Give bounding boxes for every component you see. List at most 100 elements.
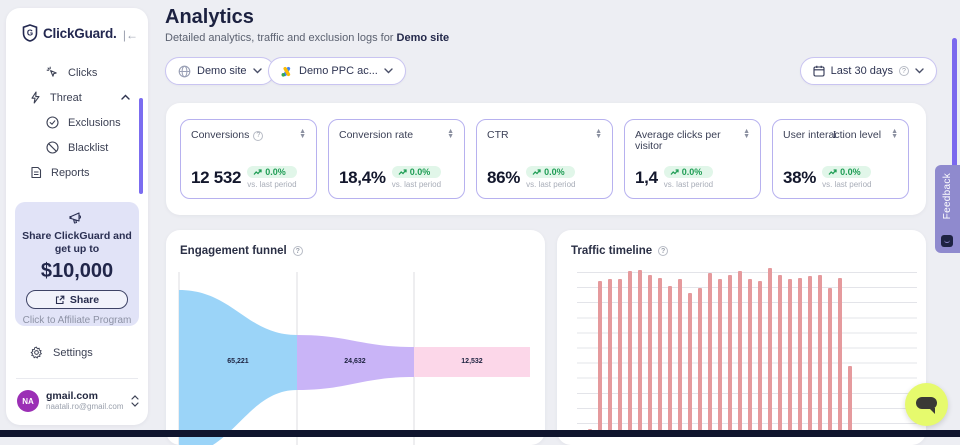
kpi-card-conversions[interactable]: Conversions? ▲▼ 12 532 0.0% vs. last per…: [180, 119, 317, 199]
sort-toggle-icon[interactable]: ▲▼: [595, 130, 602, 139]
affiliate-promo-card[interactable]: Share ClickGuard and get up to $10,000 S…: [15, 202, 139, 326]
traffic-bar: [738, 271, 742, 432]
traffic-bar: [728, 275, 732, 432]
page-subtitle-text: Detailed analytics, traffic and exclusio…: [165, 32, 397, 44]
sidebar-item-threat[interactable]: Threat: [6, 85, 148, 110]
kpi-card-avg-clicks[interactable]: Average clicks per visitor ▲▼ 1,4 0.0% v…: [624, 119, 761, 199]
promo-text-line2: get up to: [15, 243, 139, 256]
nav-label: Blacklist: [68, 142, 108, 154]
sidebar-collapse-icon[interactable]: |←: [123, 28, 138, 42]
sort-toggle-icon[interactable]: ▲▼: [743, 130, 750, 139]
google-ads-icon: [281, 66, 293, 77]
trend-up-icon: [532, 169, 541, 176]
traffic-bar: [638, 270, 642, 432]
affiliate-link[interactable]: Click to Affiliate Program: [15, 315, 139, 326]
gear-icon: [30, 346, 43, 359]
traffic-timeline-chart[interactable]: [577, 268, 917, 445]
kpi-period: vs. last period: [526, 180, 575, 189]
traffic-bar: [598, 281, 602, 432]
feedback-label: Feedback: [942, 173, 953, 219]
cursor-click-icon: [46, 66, 59, 79]
trend-up-icon: [670, 169, 679, 176]
account-switcher[interactable]: NA gmail.com naatali.ro@gmail.com: [17, 390, 139, 412]
text-cursor: I: [833, 130, 840, 142]
kpi-period: vs. last period: [822, 180, 871, 189]
traffic-bar: [628, 271, 632, 432]
trend-up-icon: [398, 169, 407, 176]
kpi-card-interaction-level[interactable]: User interaction level ▲▼ 38% 0.0% vs. l…: [772, 119, 909, 199]
funnel-chart-title: Engagement funnel: [180, 245, 287, 257]
kpi-change-badge: 0.0%: [526, 166, 575, 178]
chevron-down-icon: [915, 68, 924, 74]
date-range-selector[interactable]: Last 30 days ?: [800, 57, 937, 85]
sidebar-item-settings[interactable]: Settings: [30, 346, 93, 359]
traffic-bar: [848, 366, 852, 432]
feedback-tab[interactable]: Feedback: [935, 165, 960, 253]
sort-toggle-icon[interactable]: ▲▼: [447, 130, 454, 139]
chevron-up-icon[interactable]: [121, 94, 130, 100]
divider: [16, 378, 138, 379]
funnel-stage-value: 65,221: [227, 358, 248, 365]
traffic-timeline-card: Traffic timeline?: [557, 230, 926, 445]
nav-label: Reports: [51, 167, 90, 179]
sidebar-item-blacklist[interactable]: Blacklist: [6, 135, 148, 160]
shield-logo-icon: G: [22, 24, 38, 42]
share-button[interactable]: Share: [26, 290, 128, 309]
sidebar-item-reports[interactable]: Reports: [6, 160, 148, 185]
nav-label: Threat: [50, 92, 82, 104]
kpi-card-conversion-rate[interactable]: Conversion rate ▲▼ 18,4% 0.0% vs. last p…: [328, 119, 465, 199]
document-icon: [30, 166, 42, 179]
kpi-value: 18,4%: [339, 168, 386, 188]
page-subtitle: Detailed analytics, traffic and exclusio…: [165, 32, 449, 44]
brand-logo[interactable]: G ClickGuard.: [22, 24, 117, 42]
sidebar-scrollbar[interactable]: [139, 98, 143, 194]
sidebar-nav: Clicks Threat Exclusions Blacklist: [6, 60, 148, 185]
chevron-down-icon: [384, 68, 393, 74]
chat-launcher-button[interactable]: [905, 383, 948, 426]
kpi-value: 38%: [783, 168, 816, 188]
engagement-funnel-chart[interactable]: 65,221 24,632 12,532: [178, 270, 530, 445]
kpi-period: vs. last period: [664, 180, 713, 189]
kpi-value: 12 532: [191, 168, 241, 188]
trend-up-icon: [253, 169, 262, 176]
kpi-card-ctr[interactable]: CTR ▲▼ 86% 0.0% vs. last period: [476, 119, 613, 199]
ppc-account-selector[interactable]: Demo PPC ac...: [268, 57, 406, 85]
kpi-value: 86%: [487, 168, 520, 188]
site-selector-value: Demo site: [197, 65, 247, 77]
ppc-account-value: Demo PPC ac...: [299, 65, 378, 77]
calendar-icon: [813, 65, 825, 77]
traffic-bar: [768, 268, 772, 432]
kpi-period: vs. last period: [392, 180, 441, 189]
kpi-change-value: 0.0%: [265, 167, 286, 177]
sidebar-item-exclusions[interactable]: Exclusions: [6, 110, 148, 135]
page-subtitle-site: Demo site: [397, 32, 450, 44]
traffic-bar: [658, 278, 662, 432]
page-title: Analytics: [165, 6, 254, 29]
nav-label: Clicks: [68, 67, 97, 79]
kpi-label: Conversions: [191, 130, 249, 141]
account-email: naatali.ro@gmail.com: [46, 402, 124, 412]
traffic-bar: [808, 276, 812, 432]
chevron-updown-icon[interactable]: [131, 395, 139, 407]
sort-toggle-icon[interactable]: ▲▼: [891, 130, 898, 139]
nav-label: Exclusions: [68, 117, 121, 129]
kpi-change-badge: 0.0%: [247, 166, 296, 178]
kpi-period: vs. last period: [247, 180, 296, 189]
share-button-label: Share: [70, 294, 99, 306]
traffic-bar: [708, 273, 712, 432]
funnel-stage-value: 24,632: [344, 358, 365, 365]
info-icon: ?: [293, 246, 303, 256]
traffic-bar: [828, 288, 832, 432]
traffic-bar: [748, 279, 752, 432]
sidebar-item-clicks[interactable]: Clicks: [6, 60, 148, 85]
external-link-icon: [55, 295, 65, 305]
promo-text-line1: Share ClickGuard and: [15, 230, 139, 243]
account-name: gmail.com: [46, 390, 124, 402]
site-selector[interactable]: Demo site: [165, 57, 275, 85]
traffic-chart-title: Traffic timeline: [571, 245, 652, 257]
sort-toggle-icon[interactable]: ▲▼: [299, 130, 306, 139]
kpi-change-badge: 0.0%: [664, 166, 713, 178]
traffic-bar: [648, 275, 652, 432]
traffic-bar: [788, 279, 792, 432]
settings-label: Settings: [53, 347, 93, 359]
